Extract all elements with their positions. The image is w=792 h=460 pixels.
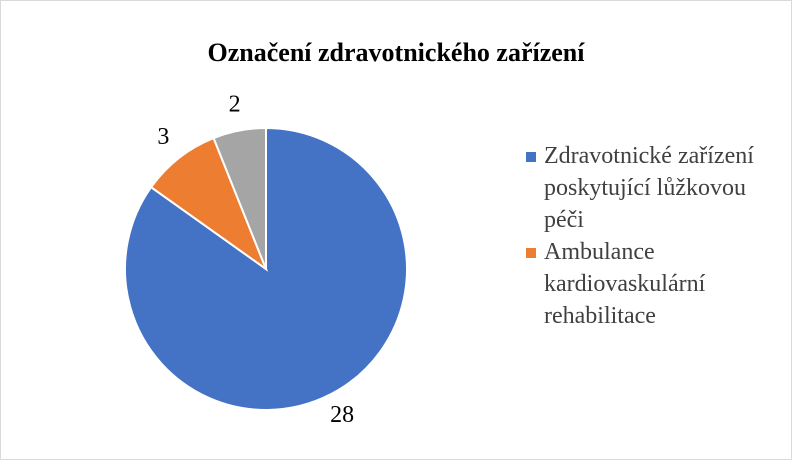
pie-slice	[212, 126, 267, 270]
data-label: 28	[330, 402, 354, 428]
legend-item: Zdravotnické zařízení poskytující lůžkov…	[522, 140, 782, 236]
legend-item: Ambulance kardiovaskulární rehabilitace	[522, 236, 782, 332]
data-label: 2	[229, 91, 241, 117]
legend-swatch	[526, 248, 536, 258]
legend-swatch	[526, 152, 536, 162]
pie-slice	[149, 136, 269, 272]
legend-label: Zdravotnické zařízení poskytující lůžkov…	[544, 143, 754, 233]
legend: Zdravotnické zařízení poskytující lůžkov…	[522, 140, 782, 332]
chart-title: Označení zdravotnického zařízení	[208, 38, 586, 67]
legend-label: Ambulance kardiovaskulární rehabilitace	[544, 239, 706, 329]
data-label: 3	[157, 124, 169, 150]
